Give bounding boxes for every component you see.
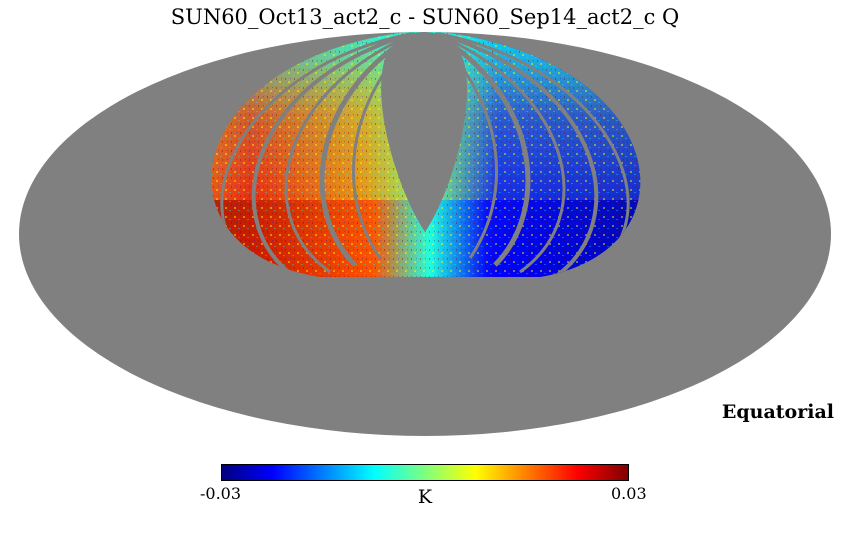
colorbar <box>221 464 629 481</box>
scan-coverage <box>211 32 641 277</box>
colorbar-min-label: -0.03 <box>200 484 242 503</box>
map-title: SUN60_Oct13_act2_c - SUN60_Sep14_act2_c … <box>170 5 680 29</box>
colorbar-max-label: 0.03 <box>611 484 647 503</box>
colorbar-unit-label: K <box>417 486 433 508</box>
coordinate-system-label: Equatorial <box>721 401 834 423</box>
central-gap <box>381 32 468 232</box>
